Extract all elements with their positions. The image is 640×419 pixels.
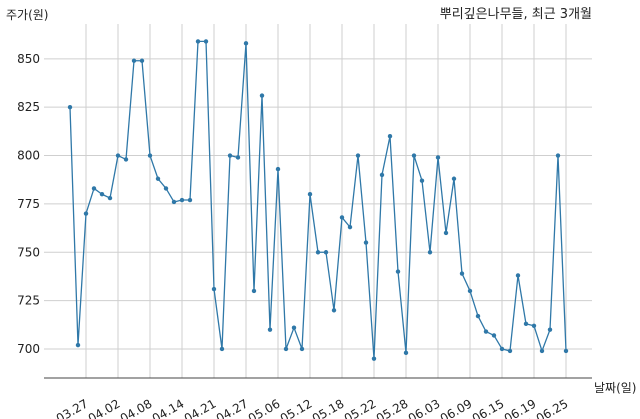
data-point	[243, 41, 249, 46]
data-point	[139, 58, 145, 63]
data-point	[435, 155, 441, 160]
x-tick-label: 05.28	[374, 396, 411, 419]
data-point	[267, 327, 273, 332]
y-tick-label: 850	[17, 52, 40, 66]
data-point	[531, 323, 537, 328]
data-point	[211, 286, 217, 292]
data-point	[99, 192, 105, 197]
x-axis-title: 날짜(일)	[594, 381, 636, 395]
data-point	[403, 350, 409, 356]
x-tick-label: 04.08	[118, 396, 155, 419]
series-line	[69, 40, 567, 360]
data-point	[451, 176, 457, 181]
data-point	[75, 342, 81, 348]
y-tick-label: 700	[17, 342, 40, 356]
data-point	[203, 39, 209, 44]
x-tick-label: 05.12	[278, 396, 315, 419]
data-point	[227, 153, 233, 158]
data-point	[363, 240, 369, 245]
data-point	[563, 348, 569, 354]
data-point	[299, 346, 305, 352]
data-point	[235, 155, 241, 160]
data-point	[115, 153, 121, 158]
data-point	[339, 215, 345, 220]
data-point	[163, 186, 169, 191]
x-tick-label: 03.27	[54, 396, 91, 419]
chart-title: 뿌리깊은나무들, 최근 3개월	[440, 7, 592, 22]
data-point	[507, 348, 513, 354]
data-point	[259, 93, 265, 98]
y-axis-title: 주가(원)	[6, 8, 48, 22]
data-point	[219, 346, 225, 352]
data-point	[475, 313, 481, 319]
data-point	[547, 327, 553, 332]
data-point	[67, 104, 73, 110]
x-tick-label: 05.06	[246, 396, 283, 419]
y-tick-label: 750	[17, 245, 40, 259]
data-point	[315, 250, 321, 255]
data-point	[483, 329, 489, 334]
data-point	[251, 288, 257, 294]
data-point	[379, 172, 385, 178]
data-point	[171, 199, 177, 205]
data-point	[427, 250, 433, 255]
data-point	[347, 224, 353, 230]
x-tick-label: 04.21	[182, 396, 219, 419]
x-tick-label: 04.27	[214, 396, 251, 419]
x-tick-label: 04.02	[86, 396, 123, 419]
x-tick-label: 05.18	[310, 396, 347, 419]
y-tick-label: 725	[17, 294, 40, 308]
data-point	[395, 269, 401, 274]
data-point	[467, 288, 473, 294]
y-tick-label: 825	[17, 100, 40, 114]
data-point	[187, 197, 193, 203]
data-point	[107, 195, 113, 201]
data-point	[515, 273, 521, 278]
data-point	[331, 308, 337, 313]
line-layer	[69, 40, 567, 360]
data-point	[523, 321, 529, 327]
data-point	[387, 133, 393, 139]
x-tick-label: 06.15	[470, 396, 507, 419]
data-point	[419, 178, 425, 183]
x-tick-label: 04.14	[150, 396, 187, 419]
y-tick-label: 800	[17, 149, 40, 163]
data-point	[155, 176, 161, 181]
data-point	[83, 211, 89, 216]
data-point	[123, 157, 129, 162]
data-point	[275, 166, 281, 172]
data-point	[555, 153, 561, 158]
data-point	[459, 271, 465, 276]
data-point	[179, 197, 185, 203]
data-point	[291, 325, 297, 330]
data-point	[323, 250, 329, 255]
data-point	[539, 348, 545, 354]
data-point	[491, 333, 497, 338]
data-point	[371, 356, 377, 361]
data-point	[443, 230, 449, 236]
data-point	[91, 186, 97, 191]
data-point	[283, 346, 289, 352]
grid-layer	[44, 24, 592, 378]
y-tick-label: 775	[17, 197, 40, 211]
data-point	[307, 192, 313, 197]
data-point	[147, 153, 153, 158]
data-point	[131, 58, 137, 63]
data-point	[195, 39, 201, 44]
data-point	[355, 153, 361, 158]
x-tick-label: 06.03	[406, 396, 443, 419]
point-layer	[67, 39, 569, 361]
x-tick-label: 05.22	[342, 396, 379, 419]
data-point	[411, 153, 417, 158]
data-point	[499, 346, 505, 352]
x-tick-label: 06.09	[438, 396, 475, 419]
